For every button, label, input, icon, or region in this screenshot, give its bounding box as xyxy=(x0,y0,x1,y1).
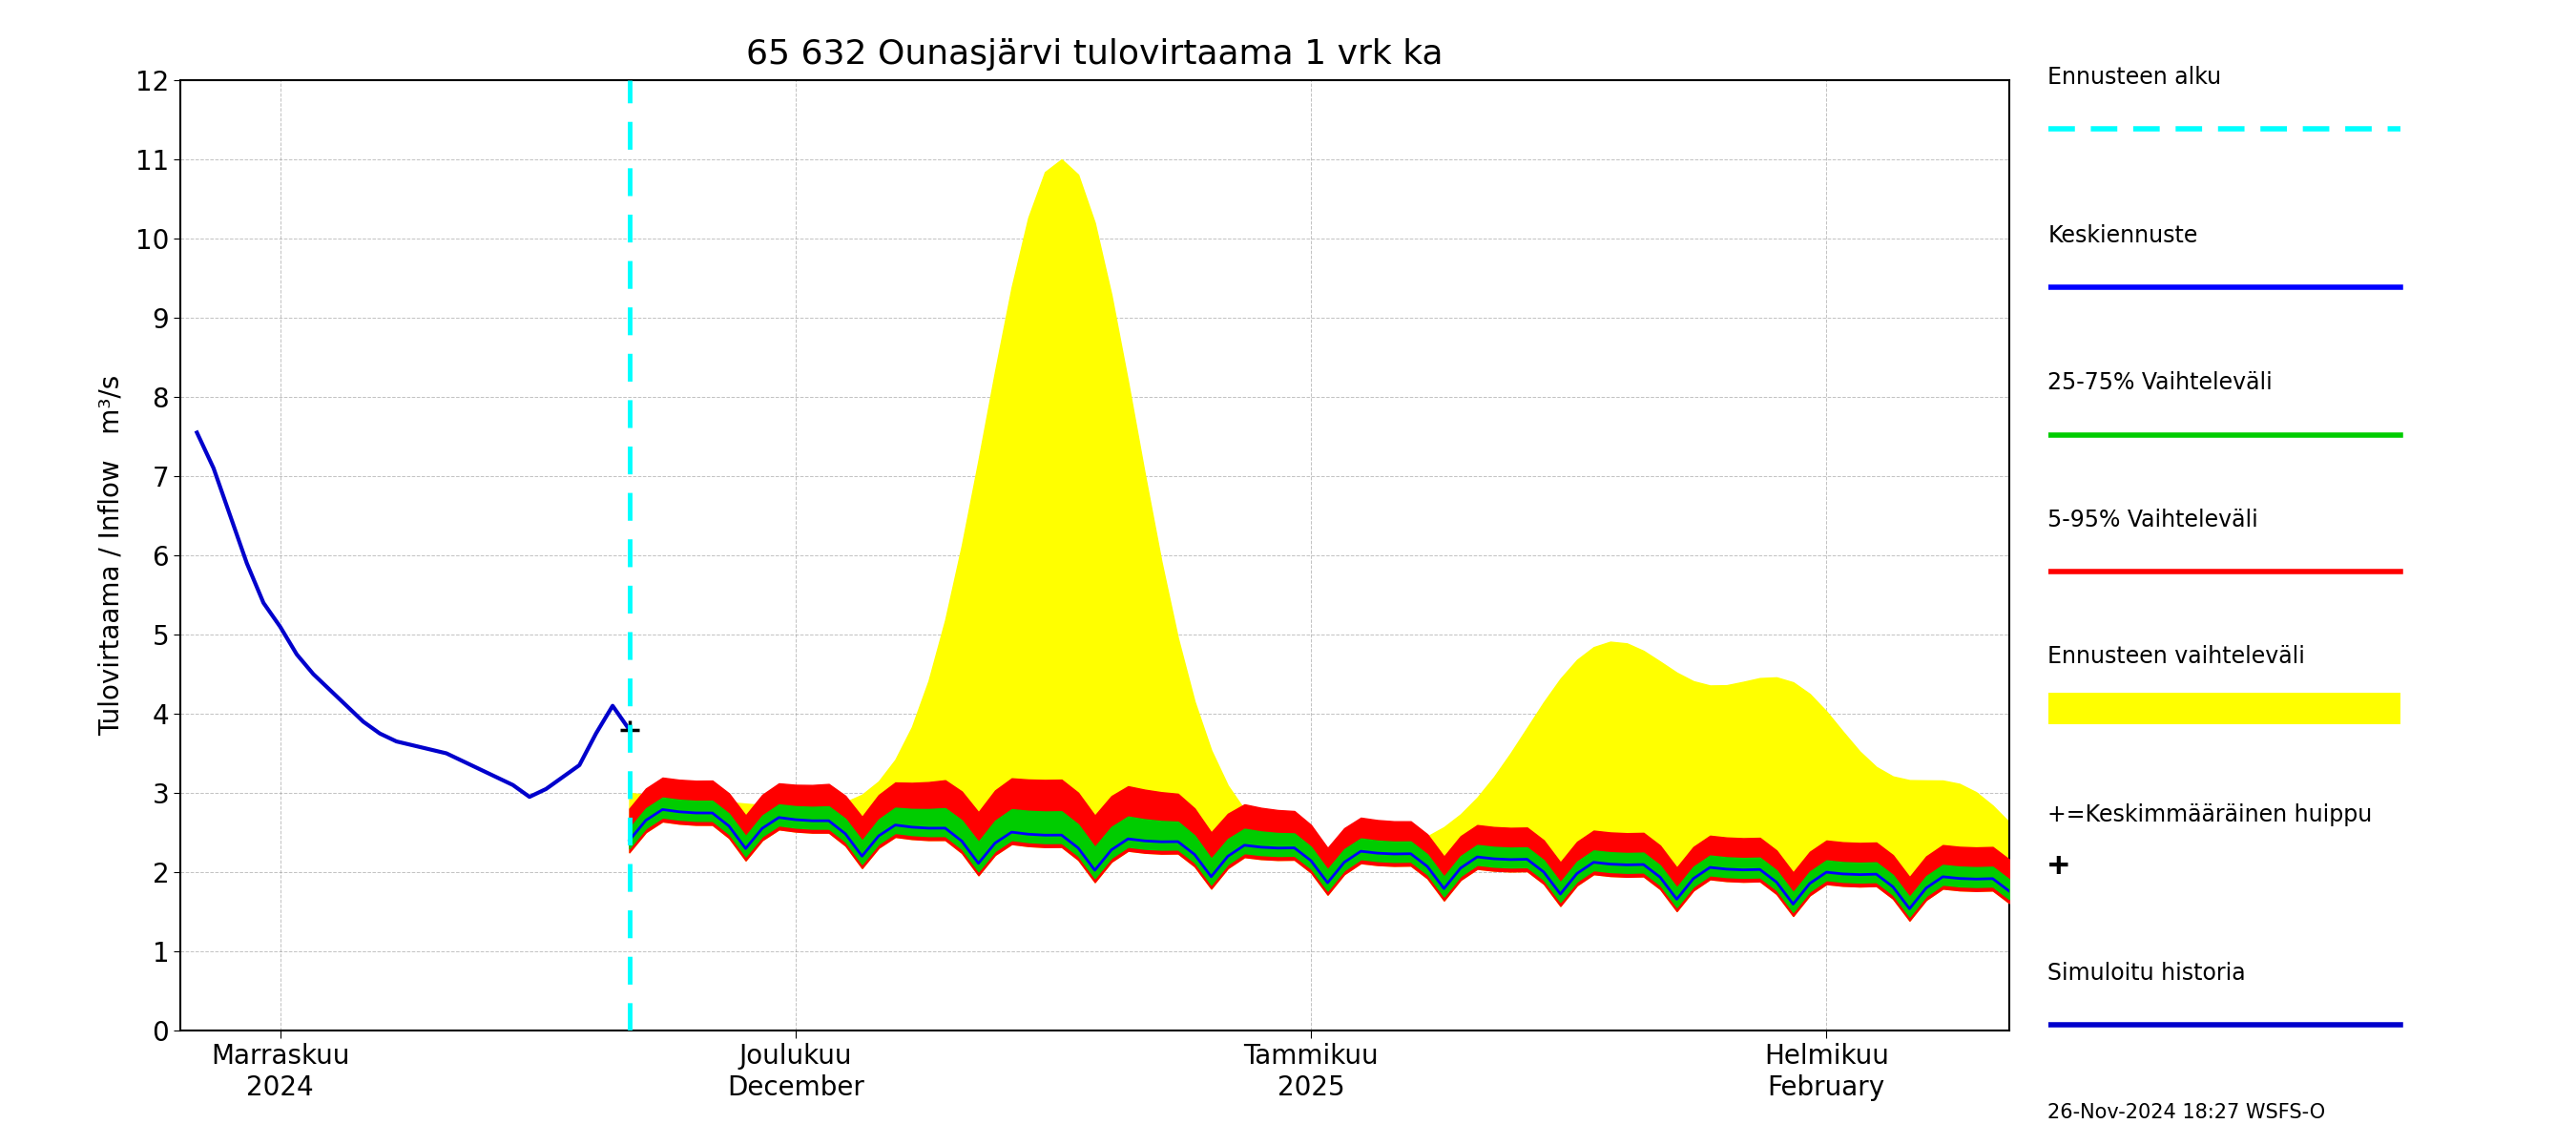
Text: 5-95% Vaihteleväli: 5-95% Vaihteleväli xyxy=(2048,508,2259,531)
Title: 65 632 Ounasjärvi tulovirtaama 1 vrk ka: 65 632 Ounasjärvi tulovirtaama 1 vrk ka xyxy=(747,39,1443,71)
Text: Simuloitu historia: Simuloitu historia xyxy=(2048,962,2246,985)
Text: Ennusteen alku: Ennusteen alku xyxy=(2048,66,2221,89)
Text: 25-75% Vaihteleväli: 25-75% Vaihteleväli xyxy=(2048,371,2272,394)
Text: +: + xyxy=(2048,851,2069,883)
Text: Ennusteen vaihteleväli: Ennusteen vaihteleväli xyxy=(2048,646,2306,669)
Text: 26-Nov-2024 18:27 WSFS-O: 26-Nov-2024 18:27 WSFS-O xyxy=(2048,1103,2326,1122)
Y-axis label: Tulovirtaama / Inflow   m³/s: Tulovirtaama / Inflow m³/s xyxy=(98,374,124,736)
Bar xyxy=(2048,693,2401,725)
Text: +=Keskimmääräinen huippu: +=Keskimmääräinen huippu xyxy=(2048,804,2372,827)
Text: Keskiennuste: Keskiennuste xyxy=(2048,224,2197,247)
